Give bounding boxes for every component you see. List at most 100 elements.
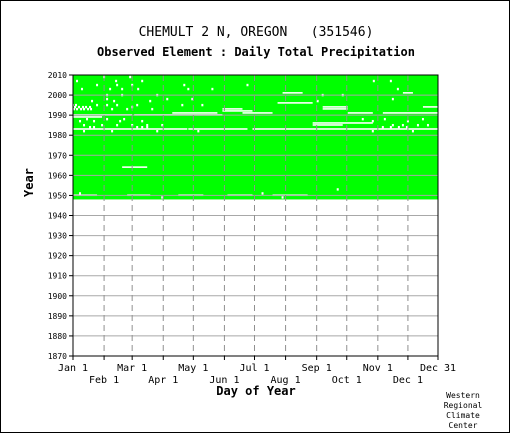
x-tick-label: Jan 1 (58, 363, 88, 374)
missing-day (383, 117, 386, 121)
missing-day (281, 196, 284, 199)
missing-day (246, 83, 249, 87)
missing-day (187, 87, 190, 91)
missing-day (166, 97, 169, 101)
missing-day (191, 97, 194, 101)
x-tick-label: Mar 1 (117, 363, 147, 374)
missing-day (123, 117, 126, 121)
missing-day (93, 125, 96, 129)
credit-line-2: Regional (443, 401, 483, 410)
missing-day (411, 130, 414, 133)
missing-day (421, 117, 424, 121)
missing-day (136, 125, 139, 129)
missing-day (372, 79, 375, 83)
missing-day (141, 119, 144, 123)
missing-day (141, 125, 144, 129)
missing-day (85, 105, 88, 109)
y-tick-label: 1870 (48, 352, 67, 361)
missing-day (116, 103, 119, 107)
missing-day (149, 99, 152, 103)
missing-day (73, 107, 76, 111)
missing-day (109, 87, 112, 91)
missing-day (111, 130, 114, 133)
missing-day (426, 123, 429, 127)
x-tick-label: Feb 1 (89, 375, 119, 386)
missing-day (89, 105, 92, 109)
x-tick-label: Oct 1 (332, 375, 362, 386)
missing-day (79, 192, 82, 195)
credit-block: Western Regional Climate Center (433, 391, 493, 431)
missing-day (82, 105, 85, 109)
missing-day (183, 83, 186, 87)
missing-day (75, 103, 78, 107)
x-tick-label: Nov 1 (363, 363, 393, 374)
missing-day (401, 123, 404, 127)
missing-day (86, 117, 89, 121)
missing-day (83, 130, 86, 133)
missing-day (79, 119, 82, 123)
y-tick-label: 1990 (48, 111, 67, 120)
missing-day (116, 123, 119, 127)
x-tick-label: Jul 1 (239, 363, 269, 374)
missing-day (381, 125, 384, 129)
y-tick-label: 1950 (48, 191, 67, 200)
missing-day (156, 130, 159, 133)
observed-data-block (73, 75, 438, 200)
missing-day (151, 107, 154, 111)
missing-run (277, 102, 313, 104)
missing-day (87, 107, 90, 111)
missing-run (122, 166, 148, 168)
missing-day (201, 103, 204, 107)
missing-day (136, 103, 139, 107)
y-tick-label: 1930 (48, 232, 67, 241)
missing-day (90, 107, 93, 111)
missing-day (361, 117, 364, 121)
x-tick-label: Dec 1 (393, 375, 423, 386)
missing-day (141, 79, 144, 83)
missing-day (416, 123, 419, 127)
missing-day (146, 123, 149, 127)
y-tick-label: 1970 (48, 151, 67, 160)
missing-run (312, 124, 343, 126)
missing-day (76, 79, 79, 83)
y-tick-label: 1900 (48, 292, 67, 301)
missing-run (347, 112, 373, 114)
missing-run (382, 112, 438, 114)
missing-day (106, 103, 109, 107)
missing-day (316, 99, 319, 103)
missing-run (242, 112, 273, 114)
missing-run (252, 128, 438, 130)
y-tick-label: 1980 (48, 131, 67, 140)
missing-run (282, 92, 303, 94)
missing-day (211, 87, 214, 91)
credit-line-1: Western (446, 391, 480, 400)
missing-day (405, 125, 408, 129)
y-tick-label: 1940 (48, 212, 67, 221)
missing-day (115, 79, 118, 83)
missing-run (222, 110, 253, 112)
missing-day (181, 103, 184, 107)
missing-day (111, 107, 114, 111)
missing-day (371, 130, 374, 133)
missing-day (81, 87, 84, 91)
missing-day (137, 87, 140, 91)
missing-day (406, 119, 409, 123)
missing-day (101, 123, 104, 127)
missing-day (106, 117, 109, 121)
x-tick-label: Jun 1 (209, 375, 239, 386)
y-tick-label: 2000 (48, 91, 67, 100)
chart-title: CHEMULT 2 N, OREGON (351546) (138, 25, 374, 40)
y-tick-label: 1890 (48, 312, 67, 321)
missing-day (116, 83, 119, 87)
y-tick-label: 1960 (48, 171, 67, 180)
x-axis-label: Day of Year (216, 384, 296, 398)
missing-day (397, 125, 400, 129)
missing-run (402, 92, 413, 94)
missing-day (89, 125, 92, 129)
y-tick-label: 1920 (48, 252, 67, 261)
missing-day (146, 125, 149, 129)
missing-run (222, 108, 243, 110)
x-tick-label: Apr 1 (148, 375, 178, 386)
missing-day (91, 99, 94, 103)
